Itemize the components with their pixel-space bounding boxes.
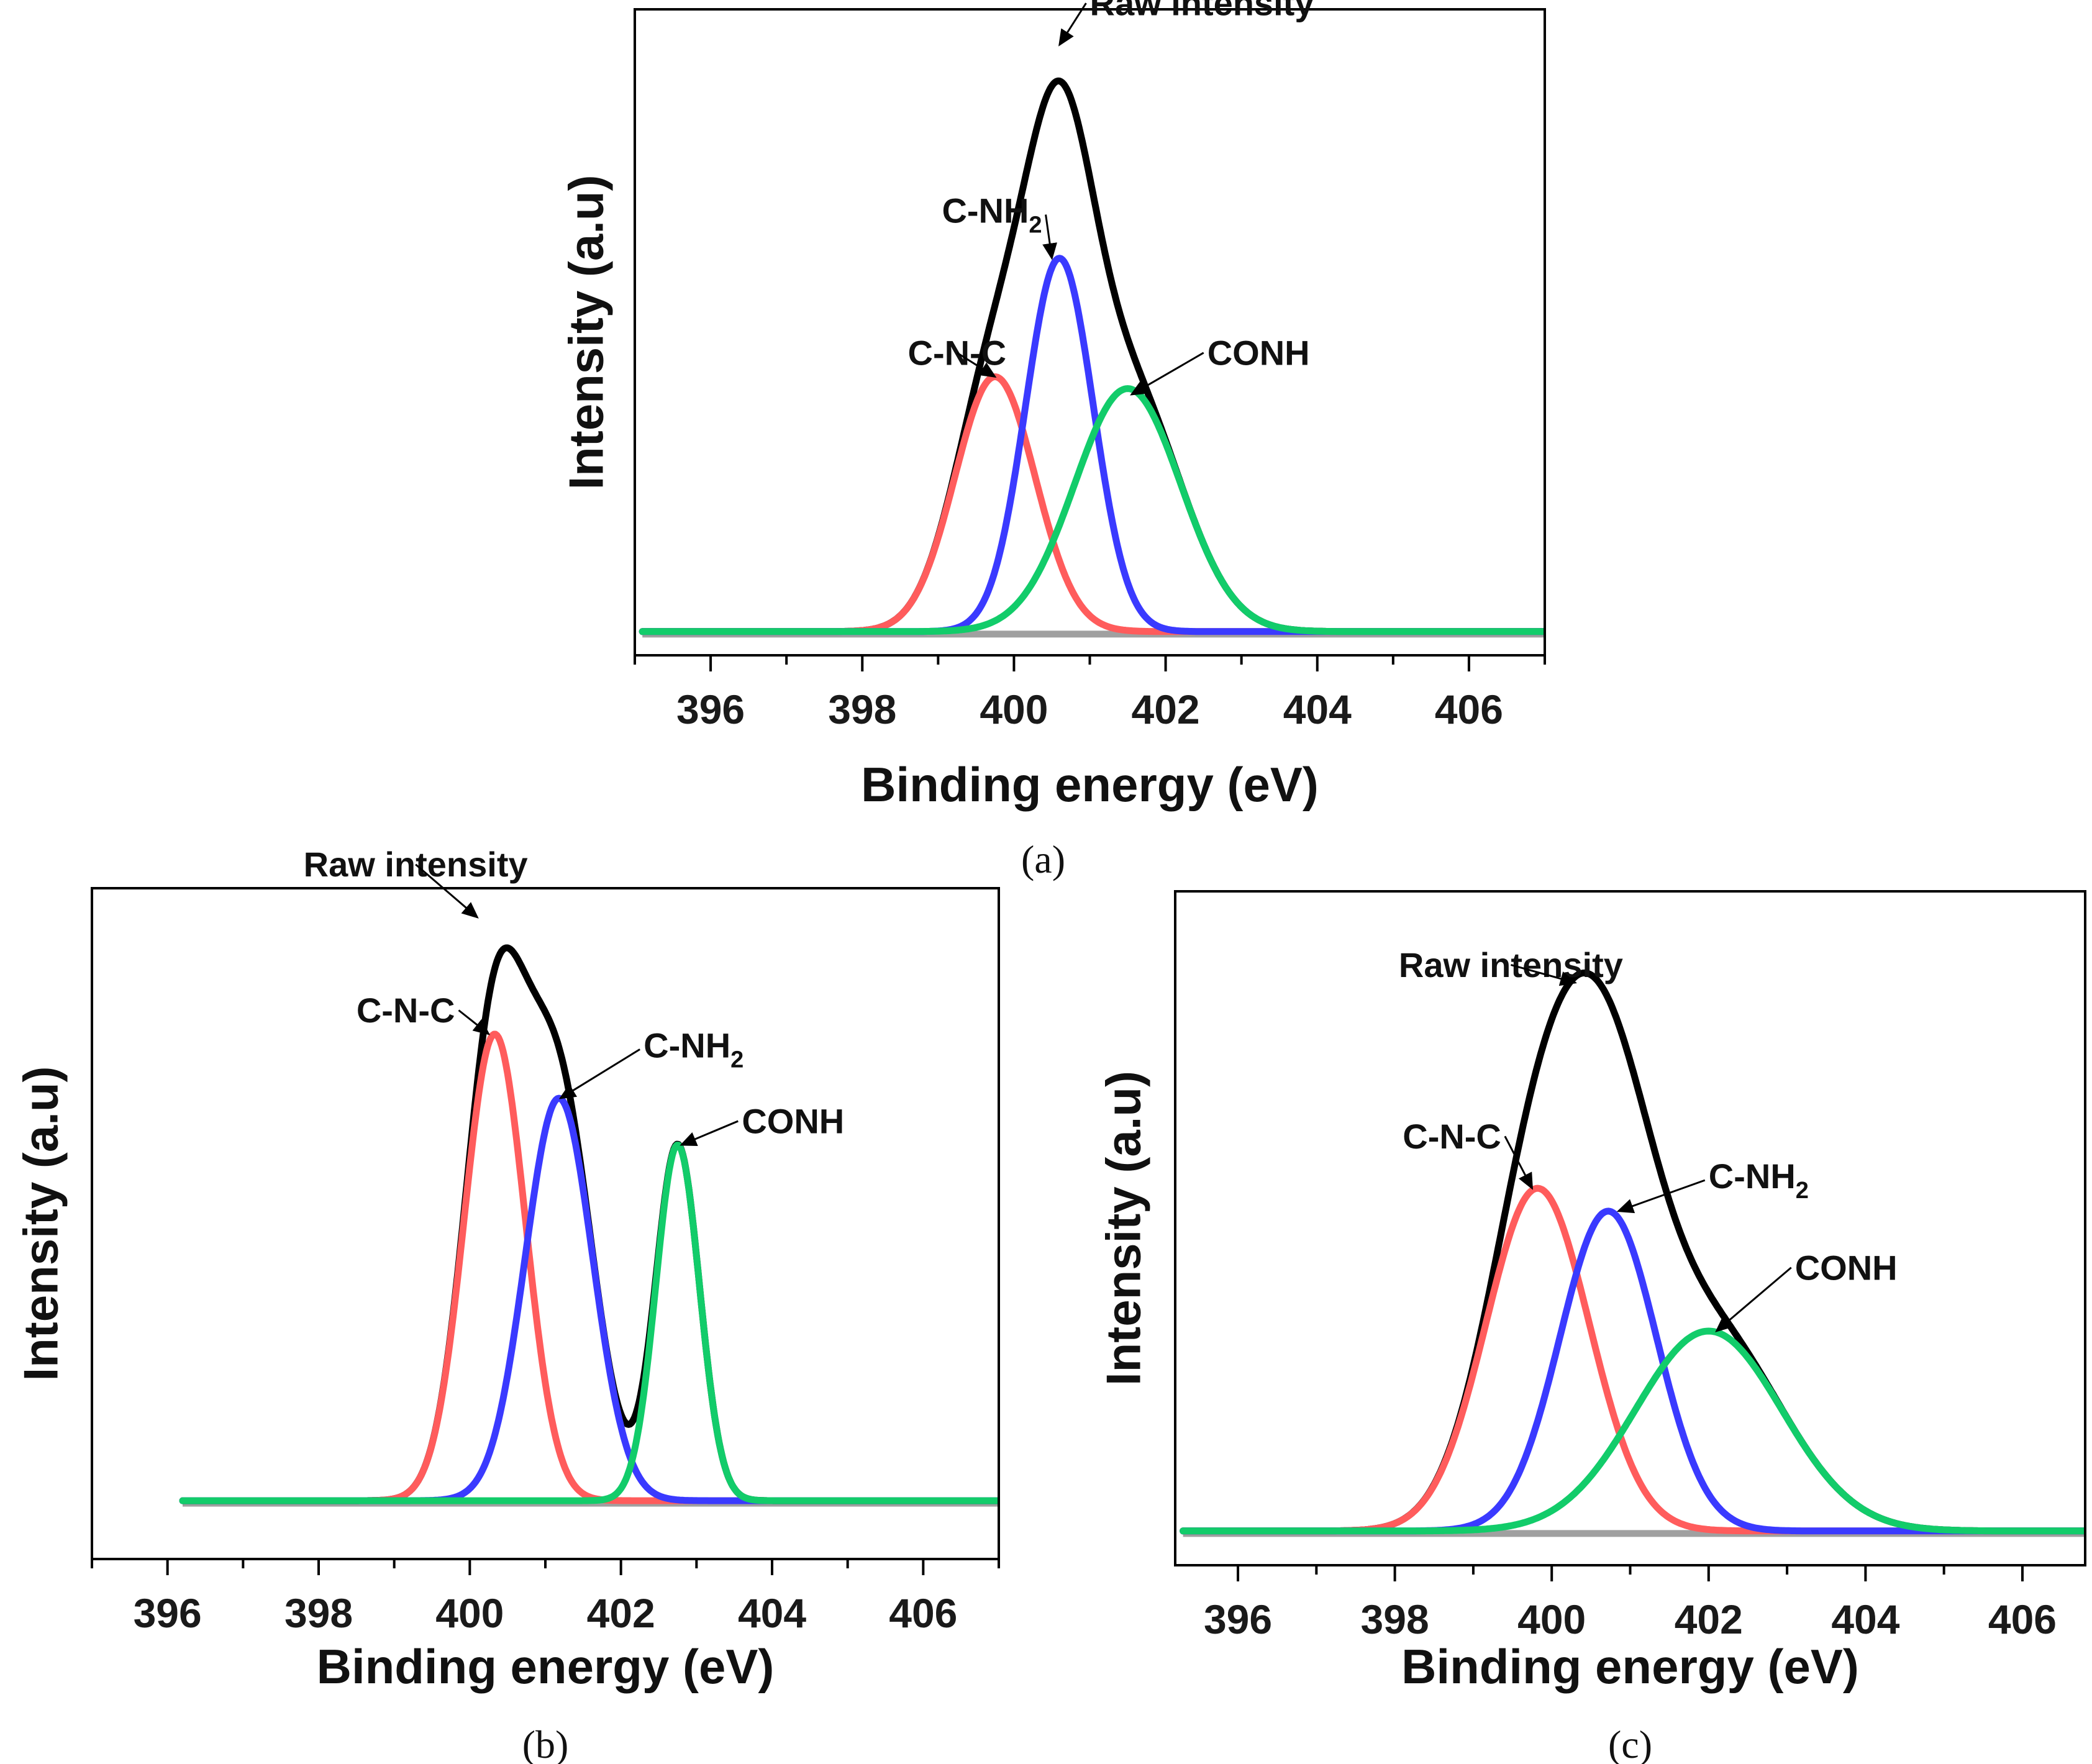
annotation-arrow [1715,1266,1792,1332]
annotation-subscript: 2 [1029,212,1042,238]
x-tick-label: 404 [738,1590,806,1636]
x-tick-label: 400 [980,686,1048,732]
x-axis-ticks: 396 398 400 402 404 406 [1204,1565,2057,1642]
y-axis-title: Intensity (a.u) [14,1066,68,1381]
annotation-label: Raw intensity [1090,0,1314,23]
x-tick-label: 404 [1283,686,1352,732]
x-axis-title: Binding energy (eV) [317,1639,775,1694]
x-axis-title: Binding energy (eV) [861,757,1319,812]
x-axis-ticks: 396 398 400 402 404 406 [91,1559,1000,1636]
annotation-label: C-NH2 [1709,1157,1809,1204]
component-line-c-nh2 [179,1094,999,1504]
component-line-c-nh2 [639,255,1545,635]
annotation-label: C-N-C [1403,1117,1501,1156]
x-tick-label: 398 [1361,1596,1429,1642]
component-line-conh [639,385,1545,635]
panel-label: (b) [522,1722,569,1764]
x-tick-label: 406 [1435,686,1503,732]
x-tick-label: 396 [676,686,745,732]
x-tick-label: 398 [284,1590,353,1636]
x-tick-label: 406 [1988,1596,2057,1642]
annotation-arrow [1511,963,1577,986]
axes-frame [91,887,1000,1560]
plot-area [1180,969,2085,1537]
raw-intensity-line [639,77,1545,635]
annotation-text: CONH [1207,333,1310,372]
y-axis-title: Intensity (a.u) [559,175,614,489]
annotation-arrow [1504,1135,1534,1190]
plot-area [179,944,999,1507]
x-tick-label: 400 [1517,1596,1586,1642]
annotation-subscript: 2 [730,1047,744,1073]
annotation-arrow [1130,352,1204,396]
x-axis-title: Binding energy (eV) [1401,1639,1859,1694]
annotation-text: C-NH [942,191,1029,230]
annotation-label: C-NH2 [942,191,1042,238]
component-line-c-n-c [179,1030,999,1504]
x-tick-label: 396 [1204,1596,1272,1642]
annotation-subscript: 2 [1796,1178,1809,1204]
annotation-text: C-N-C [357,991,455,1030]
x-tick-label: 402 [1132,686,1200,732]
x-tick-label: 400 [435,1590,504,1636]
annotation-label: CONH [742,1101,844,1140]
annotation-arrow [415,863,479,919]
annotation-text: C-NH [1709,1157,1796,1196]
y-axis-title: Intensity (a.u) [1096,1071,1151,1386]
panel-a: 396 398 400 402 404 406 Binding energy (eV) I… [559,0,1546,881]
annotation-label: CONH [1795,1248,1898,1287]
x-tick-label: 398 [828,686,896,732]
annotation-text: CONH [742,1101,844,1140]
annotation-arrow [1616,1179,1706,1214]
component-line-c-nh2 [1180,1207,2085,1535]
component-line-conh [1180,1327,2085,1535]
x-tick-label: 396 [134,1590,202,1636]
annotation-arrow [558,1048,640,1099]
annotation-label: C-NH2 [644,1025,744,1073]
annotation-arrow [458,1009,491,1035]
x-tick-label: 402 [1675,1596,1743,1642]
panel-label: (c) [1608,1722,1652,1764]
annotation-label: CONH [1207,333,1310,372]
annotation-text: C-N-C [1403,1117,1501,1156]
annotation-arrow [957,352,997,378]
annotation-text: CONH [1795,1248,1898,1287]
annotation-text: Raw intensity [1090,0,1314,23]
panel-label: (a) [1021,837,1065,881]
annotation-arrow [680,1120,739,1147]
component-line-conh [179,1142,999,1504]
annotation-text: C-NH [644,1025,730,1065]
x-axis-ticks: 396 398 400 402 404 406 [634,655,1546,732]
x-tick-label: 404 [1831,1596,1899,1642]
component-line-c-n-c [1180,1184,2085,1535]
panel-b: 396 398 400 402 404 406 Binding energy (eV) I… [14,845,1000,1764]
x-tick-label: 402 [587,1590,655,1636]
axes-frame [634,8,1546,657]
annotation-arrow [1042,214,1057,260]
panel-c: 396 398 400 402 404 406 Binding energy (eV) I… [1096,890,2086,1764]
plot-area [639,77,1545,638]
annotation-arrow [1058,2,1087,47]
x-tick-label: 406 [889,1590,957,1636]
annotation-label: C-N-C [357,991,455,1030]
